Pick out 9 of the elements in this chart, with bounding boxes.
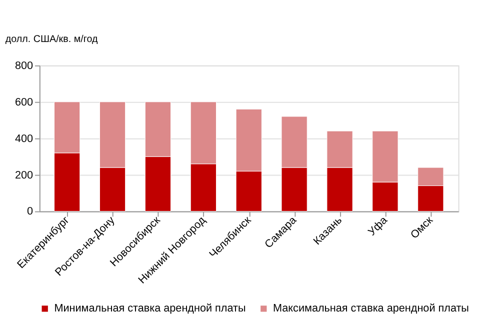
y-tick-label: 600 (14, 96, 34, 108)
y-tick-label: 200 (14, 169, 34, 182)
x-tick-label: Уфа (366, 214, 391, 238)
legend-label: Минимальная ставка арендной платы (54, 302, 246, 315)
y-tick-label: 400 (14, 132, 34, 145)
y-tick-label: 800 (14, 60, 34, 72)
y-axis-title: долл. США/кв. м/год (5, 34, 98, 46)
y-tick-label: 0 (26, 206, 34, 218)
legend-label: Максимальная ставка арендной платы (273, 302, 470, 315)
